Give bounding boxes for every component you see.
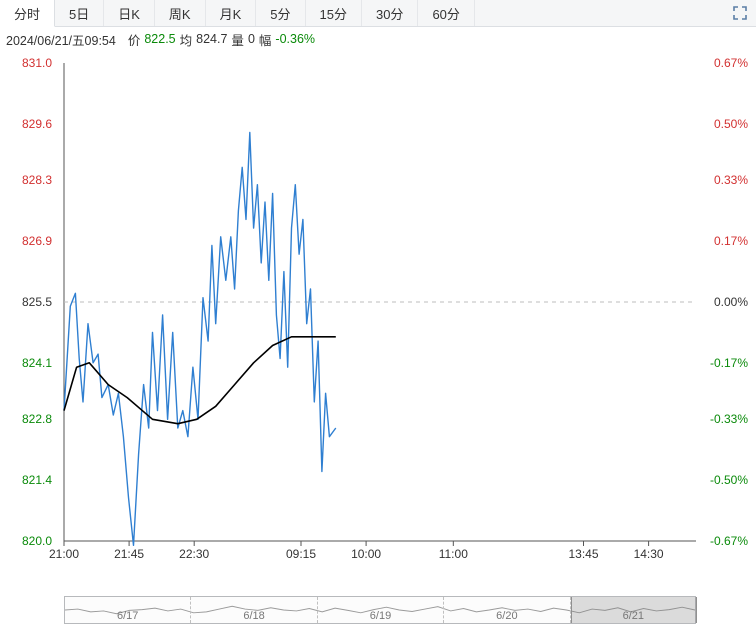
y-axis-left-label: 824.1 <box>22 356 52 370</box>
navigator-day-6-18[interactable]: 6/18 <box>191 597 317 623</box>
vol-label: 量 <box>231 30 244 49</box>
avg-label: 均 <box>180 30 193 49</box>
tab-日K[interactable]: 日K <box>104 0 155 26</box>
y-axis-right-label: -0.50% <box>710 473 748 487</box>
x-axis-label: 09:15 <box>286 547 316 561</box>
y-axis-right-label: 0.00% <box>714 295 748 309</box>
tab-5分[interactable]: 5分 <box>256 0 305 26</box>
y-axis-right-label: -0.67% <box>710 534 748 548</box>
expand-icon[interactable] <box>724 0 756 26</box>
x-axis-label: 14:30 <box>634 547 664 561</box>
quote-info-bar: 2024/06/21/五09:54 价 822.5 均 824.7 量 0 幅 … <box>0 27 756 51</box>
tab-30分[interactable]: 30分 <box>362 0 418 26</box>
y-axis-left-label: 820.0 <box>22 534 52 548</box>
y-axis-left-label: 822.8 <box>22 412 52 426</box>
y-axis-right-label: -0.17% <box>710 356 748 370</box>
time-navigator[interactable]: 6/176/186/196/206/21 <box>64 596 696 624</box>
price-value: 822.5 <box>144 32 175 46</box>
vol-value: 0 <box>248 32 255 46</box>
y-axis-left-label: 829.6 <box>22 117 52 131</box>
y-axis-right-label: 0.50% <box>714 117 748 131</box>
tab-60分[interactable]: 60分 <box>418 0 474 26</box>
x-axis-label: 13:45 <box>568 547 598 561</box>
tab-5日[interactable]: 5日 <box>55 0 104 26</box>
navigator-day-6-17[interactable]: 6/17 <box>65 597 191 623</box>
x-axis-label: 21:00 <box>49 547 79 561</box>
x-axis-label: 21:45 <box>114 547 144 561</box>
y-axis-right-label: 0.17% <box>714 234 748 248</box>
y-axis-left-label: 821.4 <box>22 473 52 487</box>
change-value: -0.36% <box>275 32 315 46</box>
tab-周K[interactable]: 周K <box>155 0 206 26</box>
tab-分时[interactable]: 分时 <box>0 0 55 27</box>
datetime-label: 2024/06/21/五09:54 <box>6 30 116 49</box>
x-axis-label: 22:30 <box>179 547 209 561</box>
y-axis-left-label: 828.3 <box>22 173 52 187</box>
price-chart[interactable]: 831.0 0.67% 829.6 0.50% 828.3 0.33% 826.9 0.17%… <box>0 51 756 579</box>
change-label: 幅 <box>259 30 272 49</box>
y-axis-left-label: 826.9 <box>22 234 52 248</box>
timeframe-tabs: 分时5日日K周K月K5分15分30分60分 <box>0 0 756 27</box>
tab-月K[interactable]: 月K <box>206 0 257 26</box>
y-axis-right-label: 0.33% <box>714 173 748 187</box>
tab-15分[interactable]: 15分 <box>306 0 362 26</box>
x-axis-label: 10:00 <box>351 547 381 561</box>
navigator-day-6-19[interactable]: 6/19 <box>318 597 444 623</box>
avg-value: 824.7 <box>196 32 227 46</box>
y-axis-left-label: 831.0 <box>22 56 52 70</box>
y-axis-left-label: 825.5 <box>22 295 52 309</box>
navigator-day-6-20[interactable]: 6/20 <box>444 597 570 623</box>
y-axis-right-label: -0.33% <box>710 412 748 426</box>
navigator-window[interactable] <box>571 597 697 623</box>
price-label: 价 <box>128 30 141 49</box>
y-axis-right-label: 0.67% <box>714 56 748 70</box>
x-axis-label: 11:00 <box>439 547 468 561</box>
